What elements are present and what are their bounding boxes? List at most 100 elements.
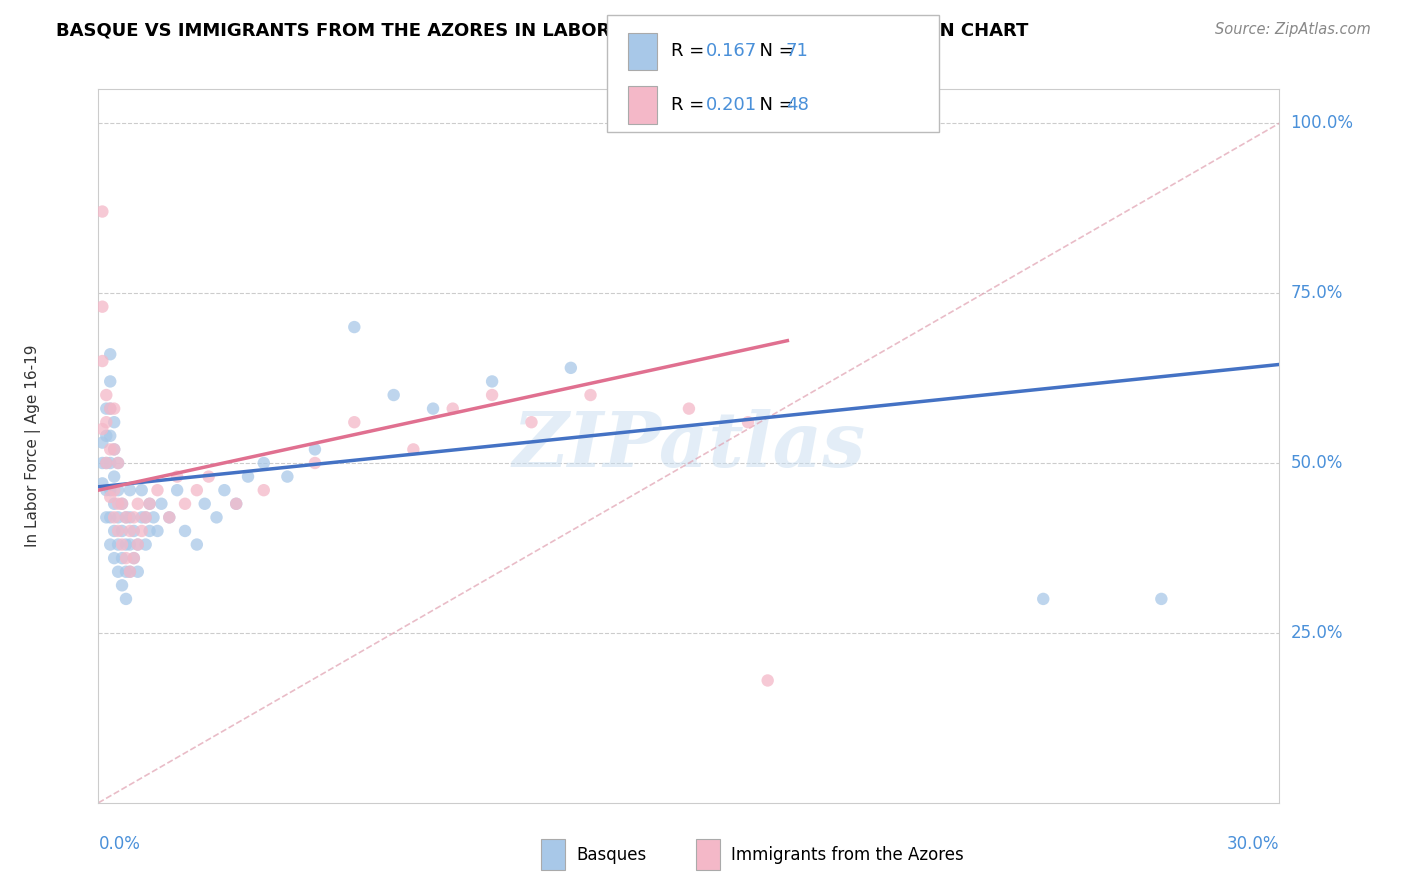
Point bbox=[174, 497, 197, 511]
Point bbox=[122, 551, 145, 566]
Point bbox=[481, 375, 503, 389]
Text: 25.0%: 25.0% bbox=[1291, 624, 1343, 642]
Point bbox=[107, 537, 129, 551]
Point bbox=[107, 524, 129, 538]
Point bbox=[107, 565, 129, 579]
Point bbox=[118, 537, 141, 551]
Point bbox=[118, 524, 141, 538]
Text: 100.0%: 100.0% bbox=[1291, 114, 1354, 132]
Point bbox=[111, 524, 134, 538]
Point bbox=[98, 375, 121, 389]
Text: Source: ZipAtlas.com: Source: ZipAtlas.com bbox=[1215, 22, 1371, 37]
Point bbox=[107, 456, 129, 470]
Point bbox=[146, 524, 169, 538]
Text: 0.201: 0.201 bbox=[706, 95, 756, 114]
Point bbox=[135, 537, 157, 551]
Text: In Labor Force | Age 16-19: In Labor Force | Age 16-19 bbox=[25, 344, 41, 548]
Point bbox=[118, 483, 141, 498]
Point bbox=[150, 497, 173, 511]
Point bbox=[91, 422, 114, 436]
Point bbox=[96, 510, 118, 524]
Text: 0.0%: 0.0% bbox=[98, 835, 141, 853]
Point bbox=[98, 483, 121, 498]
Point bbox=[422, 401, 444, 416]
Point bbox=[253, 483, 276, 498]
Point bbox=[157, 510, 180, 524]
Point bbox=[115, 510, 138, 524]
Point bbox=[253, 456, 276, 470]
Point bbox=[115, 510, 138, 524]
Point bbox=[96, 456, 118, 470]
Point bbox=[118, 510, 141, 524]
Point bbox=[146, 483, 169, 498]
Point bbox=[166, 483, 188, 498]
Point bbox=[96, 415, 118, 429]
Point bbox=[127, 565, 149, 579]
Point bbox=[225, 497, 247, 511]
Point bbox=[122, 551, 145, 566]
Point bbox=[96, 456, 118, 470]
Point bbox=[111, 537, 134, 551]
Point bbox=[91, 435, 114, 450]
Point bbox=[678, 401, 700, 416]
Point bbox=[111, 578, 134, 592]
Point bbox=[214, 483, 236, 498]
Point bbox=[103, 415, 125, 429]
Text: 50.0%: 50.0% bbox=[1291, 454, 1343, 472]
Point bbox=[118, 565, 141, 579]
Point bbox=[111, 497, 134, 511]
Point bbox=[122, 524, 145, 538]
Point bbox=[98, 510, 121, 524]
Point bbox=[205, 510, 228, 524]
Point bbox=[122, 510, 145, 524]
Point bbox=[138, 497, 160, 511]
Point bbox=[98, 429, 121, 443]
Point bbox=[107, 483, 129, 498]
Point bbox=[197, 469, 219, 483]
Text: N =: N = bbox=[748, 95, 800, 114]
Text: 30.0%: 30.0% bbox=[1227, 835, 1279, 853]
Point bbox=[131, 510, 153, 524]
Point bbox=[115, 537, 138, 551]
Point bbox=[96, 401, 118, 416]
Point bbox=[91, 204, 114, 219]
Point bbox=[174, 524, 197, 538]
Point bbox=[103, 497, 125, 511]
Point bbox=[343, 320, 366, 334]
Point bbox=[127, 537, 149, 551]
Point bbox=[131, 524, 153, 538]
Text: R =: R = bbox=[671, 95, 710, 114]
Point bbox=[111, 551, 134, 566]
Point bbox=[194, 497, 217, 511]
Point bbox=[1150, 591, 1173, 606]
Point bbox=[402, 442, 425, 457]
Point bbox=[579, 388, 602, 402]
Point bbox=[91, 300, 114, 314]
Point bbox=[98, 490, 121, 504]
Point bbox=[127, 537, 149, 551]
Text: 71: 71 bbox=[786, 42, 808, 61]
Point bbox=[225, 497, 247, 511]
Point bbox=[135, 510, 157, 524]
Text: ZIPatlas: ZIPatlas bbox=[512, 409, 866, 483]
Point bbox=[96, 429, 118, 443]
Point bbox=[103, 551, 125, 566]
Point bbox=[98, 442, 121, 457]
Point bbox=[236, 469, 259, 483]
Point bbox=[115, 565, 138, 579]
Point bbox=[98, 537, 121, 551]
Point bbox=[304, 456, 326, 470]
Point bbox=[118, 565, 141, 579]
Text: N =: N = bbox=[748, 42, 800, 61]
Point bbox=[103, 401, 125, 416]
Point bbox=[103, 524, 125, 538]
Point bbox=[107, 510, 129, 524]
Point bbox=[103, 469, 125, 483]
Point bbox=[756, 673, 779, 688]
Point bbox=[481, 388, 503, 402]
Point bbox=[98, 347, 121, 361]
Point bbox=[103, 442, 125, 457]
Point bbox=[103, 483, 125, 498]
Point bbox=[520, 415, 543, 429]
Point bbox=[135, 510, 157, 524]
